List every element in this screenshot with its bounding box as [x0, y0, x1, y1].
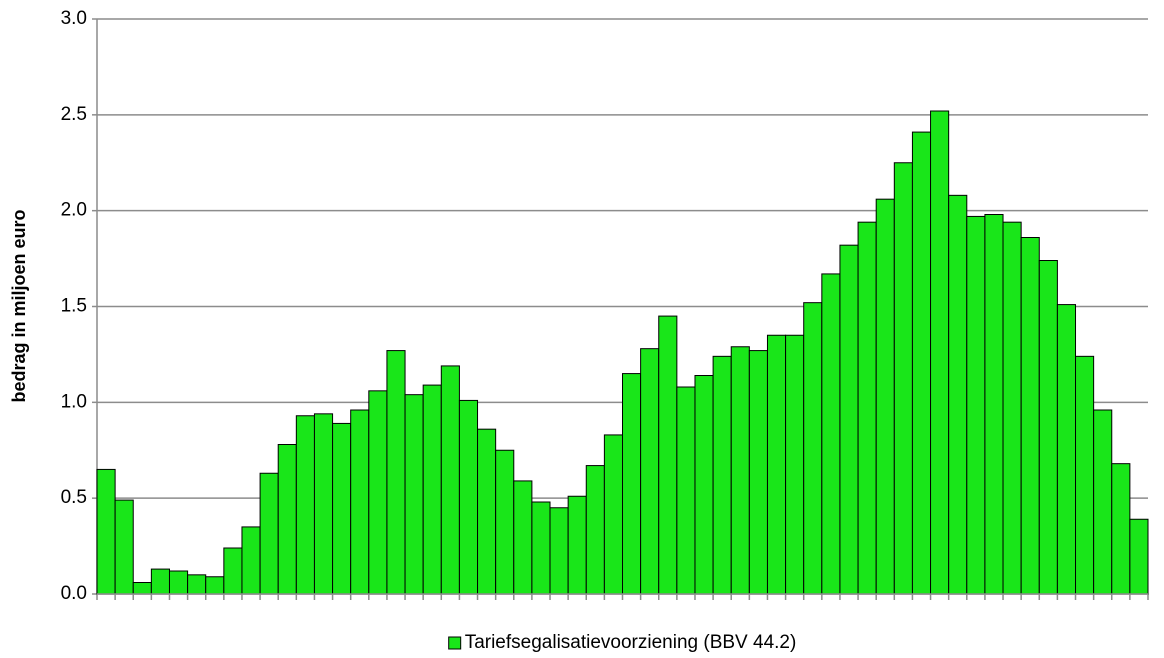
bar — [313, 413, 334, 595]
bar — [513, 480, 533, 595]
bar — [114, 499, 134, 595]
y-tick-label: 1.0 — [61, 391, 87, 412]
bar — [676, 386, 696, 595]
bar — [930, 110, 950, 595]
y-tick-label: 2.0 — [61, 200, 87, 221]
bar — [187, 574, 207, 595]
bar — [150, 568, 170, 595]
bar — [803, 302, 823, 595]
bar — [1038, 260, 1058, 595]
bar — [948, 194, 968, 595]
bar — [332, 422, 352, 595]
bar — [404, 394, 424, 595]
bar — [748, 350, 768, 595]
bar — [531, 501, 551, 595]
y-tick-label: 0.0 — [61, 583, 87, 604]
legend-label: Tariefsegalisatievoorziening (BBV 44.2) — [465, 632, 797, 653]
bar — [911, 131, 932, 595]
bar — [658, 315, 678, 595]
bar — [132, 582, 152, 595]
bar — [277, 444, 297, 595]
bar — [640, 348, 660, 595]
bar — [241, 526, 261, 595]
bar — [893, 162, 913, 595]
bar — [875, 198, 895, 595]
bar — [857, 221, 877, 595]
bar — [622, 373, 642, 595]
y-tick-label: 1.5 — [61, 296, 87, 317]
bar — [458, 399, 479, 595]
bar — [295, 415, 315, 595]
bar — [839, 244, 859, 595]
bar — [549, 507, 569, 595]
bar — [1020, 237, 1040, 595]
bar — [223, 547, 243, 595]
bar — [386, 350, 406, 595]
bar — [168, 570, 189, 595]
bar — [694, 375, 714, 595]
y-tick-label: 0.5 — [61, 487, 87, 508]
bar — [477, 428, 497, 595]
y-tick-label: 2.5 — [61, 104, 87, 125]
bar — [440, 365, 460, 595]
y-tick-label: 3.0 — [61, 8, 87, 29]
bar — [1111, 463, 1131, 595]
bar — [1093, 409, 1113, 595]
bar — [368, 390, 388, 595]
bar — [422, 384, 442, 595]
bar — [96, 468, 116, 595]
bar — [1129, 518, 1149, 595]
bar — [1075, 355, 1095, 595]
bar — [259, 472, 279, 595]
legend-swatch — [448, 636, 462, 650]
bar — [205, 576, 225, 595]
bar — [585, 465, 605, 595]
y-axis-label: bedrag in miljoen euro — [9, 209, 29, 402]
bar — [766, 334, 787, 595]
bar — [1002, 221, 1022, 595]
bar — [966, 215, 986, 595]
bar — [1056, 304, 1077, 595]
bar — [495, 449, 515, 595]
bar — [730, 346, 750, 595]
bar — [785, 334, 805, 595]
bar — [984, 214, 1004, 595]
bar — [821, 273, 841, 595]
bar — [567, 495, 587, 595]
bar — [603, 434, 624, 595]
bar — [712, 355, 732, 595]
bar — [350, 409, 370, 595]
